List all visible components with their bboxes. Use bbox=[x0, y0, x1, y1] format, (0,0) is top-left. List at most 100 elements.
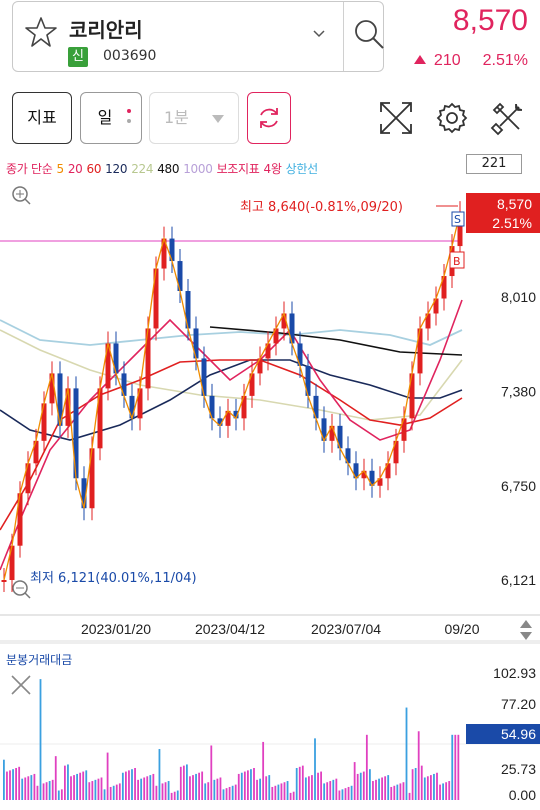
candle-body bbox=[353, 463, 359, 479]
volume-bar bbox=[390, 786, 393, 800]
volume-bar bbox=[48, 781, 51, 800]
change-percent: 2.51% bbox=[482, 52, 528, 69]
volume-bar bbox=[353, 762, 356, 800]
volume-bar bbox=[128, 770, 130, 800]
candle-body bbox=[177, 261, 183, 292]
period-label: 일 bbox=[97, 108, 113, 127]
candle-body bbox=[81, 478, 87, 509]
volume-bar bbox=[417, 731, 420, 800]
volume-bar bbox=[369, 769, 371, 800]
candle-body bbox=[433, 298, 439, 314]
candle-body bbox=[281, 313, 287, 329]
volume-bar bbox=[176, 790, 179, 800]
indicator-button[interactable]: 지표 bbox=[12, 92, 72, 144]
volume-bar bbox=[445, 782, 448, 800]
candle-body bbox=[305, 365, 311, 396]
stock-selector[interactable]: 코리안리 신 003690 bbox=[12, 1, 384, 72]
volume-bar bbox=[381, 777, 383, 800]
volume-bar bbox=[362, 771, 365, 800]
volume-bar bbox=[182, 765, 185, 800]
volume-bar bbox=[164, 782, 167, 800]
y-tick-label: 6,121 bbox=[501, 572, 536, 588]
volume-bar bbox=[375, 779, 377, 800]
volume-y-tick: 102.93 bbox=[493, 665, 536, 681]
stock-name[interactable]: 코리안리 bbox=[69, 18, 143, 42]
legend-item: 1000 bbox=[183, 162, 213, 176]
volume-bar bbox=[430, 775, 432, 800]
volume-bar bbox=[97, 778, 100, 800]
ma-5-line bbox=[3, 212, 461, 581]
volume-bar bbox=[192, 775, 194, 800]
candle-body bbox=[121, 373, 127, 396]
candle-body bbox=[217, 418, 223, 426]
candle-body bbox=[401, 418, 407, 441]
candle-body bbox=[417, 328, 423, 374]
fullscreen-icon[interactable] bbox=[376, 98, 416, 138]
ma-60-line bbox=[0, 359, 463, 531]
minute-select[interactable]: 1분 bbox=[149, 92, 239, 144]
tools-icon[interactable] bbox=[488, 98, 528, 138]
period-day-button[interactable]: 일 bbox=[80, 92, 142, 144]
volume-bar bbox=[253, 767, 255, 800]
x-tick-label: 2023/04/12 bbox=[195, 621, 265, 637]
chart-legend[interactable]: 종가 단순 5 20 60 120 224 480 1000 보조지표 4왕 상한선 bbox=[6, 160, 322, 177]
refresh-button[interactable] bbox=[247, 92, 291, 144]
volume-bar bbox=[393, 785, 396, 800]
volume-current-tag: 54.96 bbox=[501, 726, 536, 742]
minute-label: 1분 bbox=[164, 108, 189, 127]
volume-bar bbox=[347, 786, 350, 800]
legend-item: 5 bbox=[56, 162, 64, 176]
volume-bar bbox=[15, 767, 17, 800]
favorite-star-icon[interactable] bbox=[23, 14, 59, 50]
zoom-in-icon bbox=[12, 186, 28, 202]
candle-body bbox=[137, 388, 143, 419]
indicator-dot bbox=[127, 109, 131, 113]
volume-bar bbox=[57, 790, 60, 800]
volume-bar bbox=[308, 776, 310, 800]
chevron-down-icon[interactable] bbox=[311, 26, 327, 42]
volume-bar bbox=[448, 781, 451, 800]
sell-signal-marker bbox=[451, 211, 465, 227]
volume-bar bbox=[292, 791, 295, 800]
volume-bar bbox=[442, 783, 444, 800]
y-tick-label: 6,750 bbox=[501, 478, 536, 494]
volume-bar bbox=[286, 781, 289, 800]
volume-bar bbox=[121, 772, 124, 800]
ma-20-line bbox=[0, 299, 463, 571]
x-tick-label: 09/20 bbox=[444, 621, 479, 637]
volume-bar bbox=[268, 775, 271, 800]
candle-body bbox=[209, 395, 215, 419]
legend-item: 4왕 bbox=[263, 162, 282, 176]
price-chart[interactable]: 최고 8,640(-0.81%,09/20) 최저 6,121(40.01%,11… bbox=[0, 150, 540, 810]
volume-bar bbox=[155, 785, 158, 800]
settings-gear-icon[interactable] bbox=[432, 98, 472, 138]
volume-bar bbox=[213, 779, 216, 800]
volume-bar bbox=[234, 784, 237, 800]
volume-bar bbox=[9, 770, 11, 800]
volume-bar bbox=[201, 771, 204, 800]
current-pct-tag: 2.51% bbox=[492, 215, 532, 231]
volume-bar bbox=[186, 764, 188, 800]
volume-bar bbox=[158, 749, 161, 800]
bar-count-box[interactable]: 221 bbox=[466, 154, 522, 174]
volume-bar bbox=[426, 776, 429, 800]
change-amount: 210 bbox=[433, 52, 461, 69]
volume-bar bbox=[30, 775, 33, 800]
volume-bar bbox=[64, 765, 66, 800]
volume-bar bbox=[3, 759, 5, 800]
candle-body bbox=[41, 403, 47, 441]
volume-bar bbox=[344, 788, 347, 800]
legend-item: 종가 단순 bbox=[6, 162, 53, 176]
volume-current-box bbox=[466, 724, 540, 744]
volume-bar bbox=[137, 779, 139, 800]
candle-body bbox=[241, 395, 247, 419]
y-tick-label: 7,380 bbox=[501, 383, 536, 399]
stock-code: 003690 bbox=[103, 48, 157, 64]
candle-body bbox=[201, 358, 207, 396]
volume-bar bbox=[326, 782, 329, 800]
volume-bar bbox=[271, 786, 274, 800]
candle-body bbox=[457, 213, 463, 247]
volume-bar bbox=[259, 778, 261, 800]
volume-bar bbox=[100, 777, 103, 800]
search-icon[interactable] bbox=[351, 16, 389, 54]
